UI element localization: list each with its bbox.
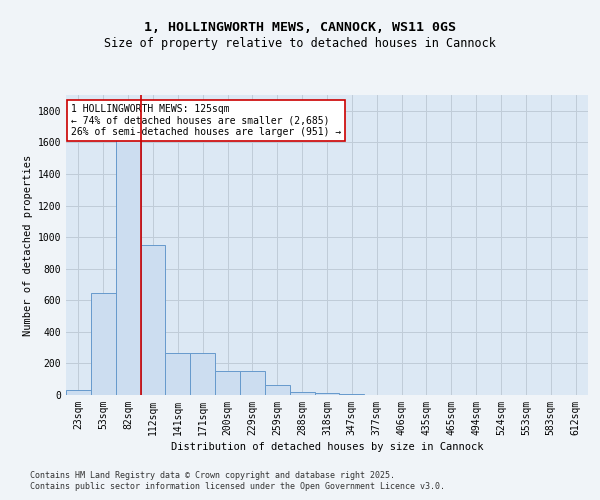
Text: 1 HOLLINGWORTH MEWS: 125sqm
← 74% of detached houses are smaller (2,685)
26% of : 1 HOLLINGWORTH MEWS: 125sqm ← 74% of det… bbox=[71, 104, 341, 137]
Bar bbox=[290, 392, 314, 395]
Bar bbox=[140, 245, 166, 395]
Text: Contains HM Land Registry data © Crown copyright and database right 2025.
Contai: Contains HM Land Registry data © Crown c… bbox=[30, 472, 445, 490]
Bar bbox=[215, 370, 240, 395]
Text: 1, HOLLINGWORTH MEWS, CANNOCK, WS11 0GS: 1, HOLLINGWORTH MEWS, CANNOCK, WS11 0GS bbox=[144, 21, 456, 34]
Bar bbox=[265, 384, 290, 395]
Bar bbox=[340, 394, 364, 395]
Bar bbox=[314, 392, 340, 395]
Bar bbox=[166, 353, 190, 395]
Y-axis label: Number of detached properties: Number of detached properties bbox=[23, 154, 34, 336]
Bar bbox=[91, 293, 116, 395]
Bar bbox=[190, 353, 215, 395]
Bar bbox=[66, 390, 91, 395]
X-axis label: Distribution of detached houses by size in Cannock: Distribution of detached houses by size … bbox=[171, 442, 483, 452]
Bar bbox=[240, 370, 265, 395]
Text: Size of property relative to detached houses in Cannock: Size of property relative to detached ho… bbox=[104, 38, 496, 51]
Bar bbox=[116, 130, 140, 395]
